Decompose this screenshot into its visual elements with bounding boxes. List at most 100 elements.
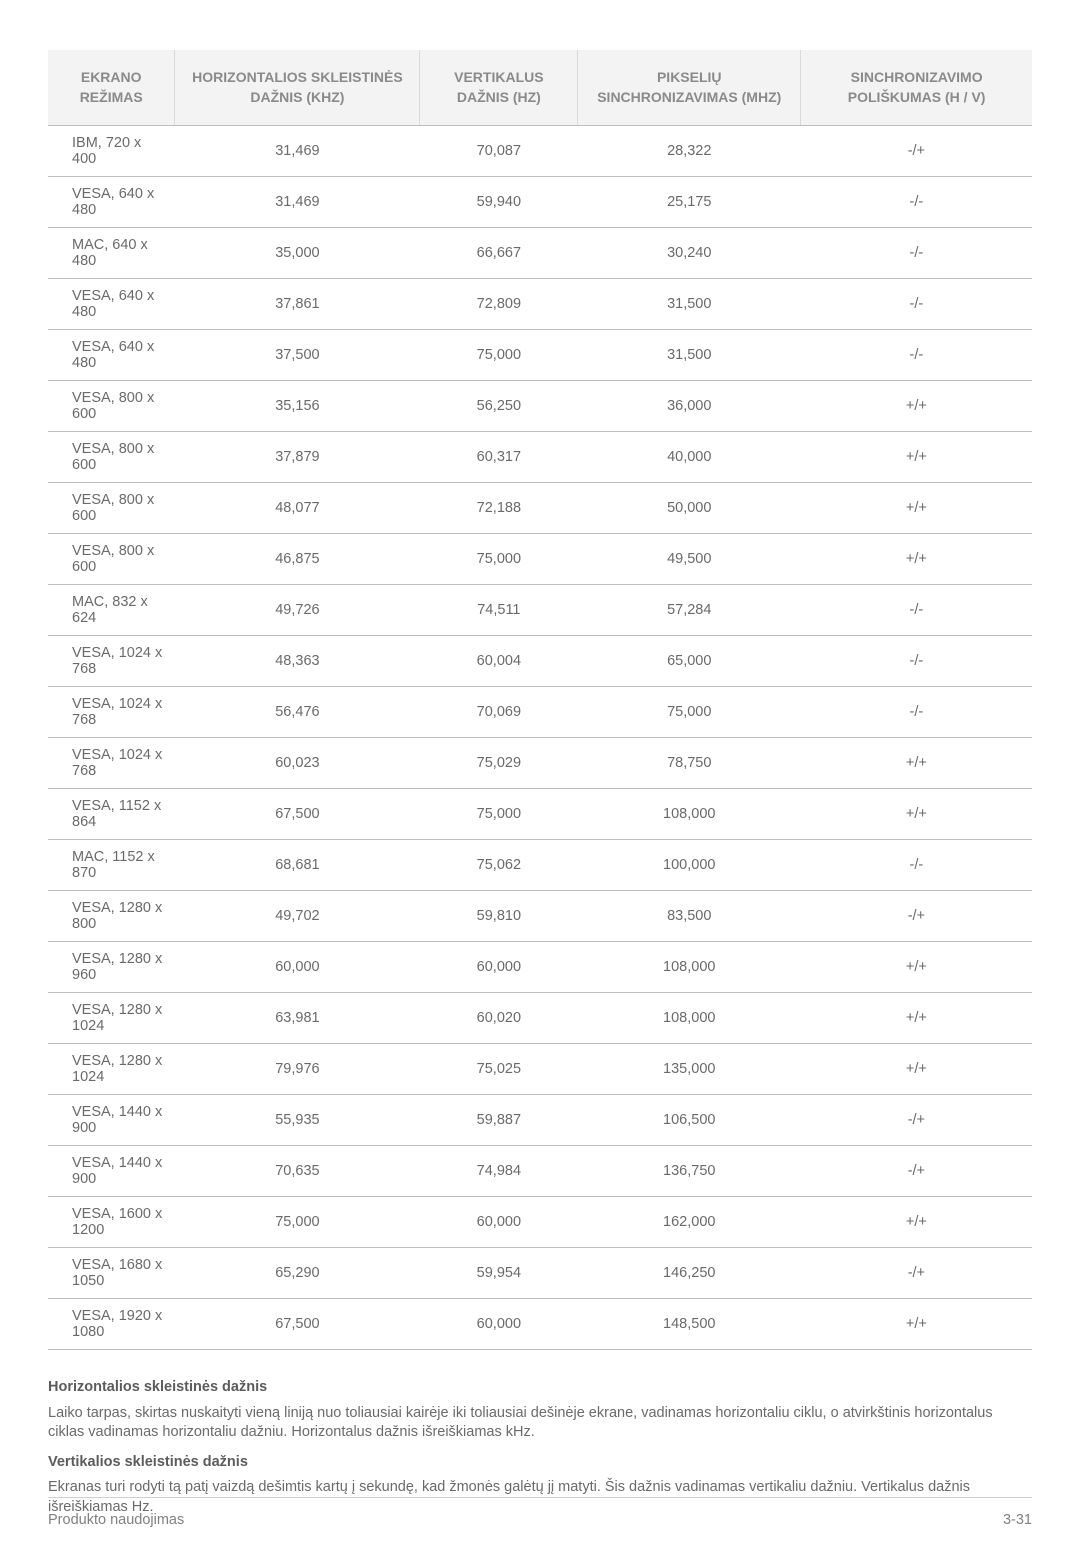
table-cell: 100,000 [578, 840, 801, 891]
table-cell: 65,290 [175, 1248, 420, 1299]
table-cell: VESA, 1280 x 800 [48, 891, 175, 942]
page-footer: Produkto naudojimas 3-31 [48, 1497, 1032, 1528]
table-cell: VESA, 800 x 600 [48, 381, 175, 432]
table-cell: 48,077 [175, 483, 420, 534]
table-cell: 60,020 [420, 993, 578, 1044]
table-cell: 57,284 [578, 585, 801, 636]
section-body: Laiko tarpas, skirtas nuskaityti vieną l… [48, 1404, 1032, 1443]
table-cell: 72,188 [420, 483, 578, 534]
table-row: VESA, 1024 x 76856,47670,06975,000-/- [48, 687, 1032, 738]
table-cell: 60,000 [420, 942, 578, 993]
table-cell: MAC, 640 x 480 [48, 228, 175, 279]
table-cell: 67,500 [175, 789, 420, 840]
table-cell: 75,029 [420, 738, 578, 789]
table-cell: 59,954 [420, 1248, 578, 1299]
table-cell: MAC, 832 x 624 [48, 585, 175, 636]
table-cell: VESA, 1280 x 1024 [48, 1044, 175, 1095]
table-cell: 31,500 [578, 279, 801, 330]
table-cell: 56,250 [420, 381, 578, 432]
table-row: VESA, 1440 x 90070,63574,984136,750-/+ [48, 1146, 1032, 1197]
table-cell: 66,667 [420, 228, 578, 279]
table-cell: 49,726 [175, 585, 420, 636]
table-cell: 108,000 [578, 789, 801, 840]
table-cell: VESA, 1440 x 900 [48, 1146, 175, 1197]
table-cell: -/+ [801, 1248, 1032, 1299]
table-row: VESA, 1152 x 86467,50075,000108,000+/+ [48, 789, 1032, 840]
table-cell: 83,500 [578, 891, 801, 942]
table-cell: +/+ [801, 942, 1032, 993]
table-cell: 31,469 [175, 177, 420, 228]
table-cell: 37,879 [175, 432, 420, 483]
table-cell: 75,000 [420, 789, 578, 840]
table-cell: -/- [801, 687, 1032, 738]
table-cell: 31,469 [175, 126, 420, 177]
table-cell: 70,087 [420, 126, 578, 177]
table-cell: VESA, 1600 x 1200 [48, 1197, 175, 1248]
table-cell: -/- [801, 840, 1032, 891]
table-row: VESA, 1280 x 102479,97675,025135,000+/+ [48, 1044, 1032, 1095]
table-cell: 37,500 [175, 330, 420, 381]
table-row: VESA, 640 x 48037,86172,80931,500-/- [48, 279, 1032, 330]
table-cell: 46,875 [175, 534, 420, 585]
table-cell: 70,069 [420, 687, 578, 738]
table-cell: 49,702 [175, 891, 420, 942]
table-row: VESA, 640 x 48031,46959,94025,175-/- [48, 177, 1032, 228]
table-cell: VESA, 1920 x 1080 [48, 1299, 175, 1350]
table-cell: 75,000 [420, 534, 578, 585]
table-cell: 75,025 [420, 1044, 578, 1095]
table-cell: 59,940 [420, 177, 578, 228]
table-cell: 75,000 [420, 330, 578, 381]
table-cell: -/- [801, 585, 1032, 636]
table-cell: 35,156 [175, 381, 420, 432]
table-row: VESA, 800 x 60046,87575,00049,500+/+ [48, 534, 1032, 585]
table-header-row: EKRANO REŽIMAS HORIZONTALIOS SKLEISTINĖS… [48, 50, 1032, 126]
table-cell: +/+ [801, 432, 1032, 483]
table-cell: +/+ [801, 381, 1032, 432]
table-cell: 56,476 [175, 687, 420, 738]
table-row: VESA, 1680 x 105065,29059,954146,250-/+ [48, 1248, 1032, 1299]
table-cell: VESA, 1024 x 768 [48, 687, 175, 738]
table-cell: 49,500 [578, 534, 801, 585]
table-cell: 79,976 [175, 1044, 420, 1095]
table-cell: 25,175 [578, 177, 801, 228]
table-cell: 65,000 [578, 636, 801, 687]
table-cell: 63,981 [175, 993, 420, 1044]
table-cell: 108,000 [578, 993, 801, 1044]
col-header-hfreq: HORIZONTALIOS SKLEISTINĖS DAŽNIS (KHZ) [175, 50, 420, 126]
table-row: VESA, 1440 x 90055,93559,887106,500-/+ [48, 1095, 1032, 1146]
table-cell: 28,322 [578, 126, 801, 177]
table-cell: 50,000 [578, 483, 801, 534]
table-cell: -/+ [801, 891, 1032, 942]
table-cell: 60,317 [420, 432, 578, 483]
col-header-vfreq: VERTIKALUS DAŽNIS (HZ) [420, 50, 578, 126]
table-cell: 40,000 [578, 432, 801, 483]
table-row: VESA, 800 x 60037,87960,31740,000+/+ [48, 432, 1032, 483]
table-cell: VESA, 1280 x 1024 [48, 993, 175, 1044]
table-cell: 135,000 [578, 1044, 801, 1095]
table-cell: -/- [801, 228, 1032, 279]
table-row: VESA, 1024 x 76860,02375,02978,750+/+ [48, 738, 1032, 789]
table-cell: +/+ [801, 483, 1032, 534]
table-cell: 60,000 [420, 1197, 578, 1248]
table-row: VESA, 1280 x 102463,98160,020108,000+/+ [48, 993, 1032, 1044]
table-cell: +/+ [801, 534, 1032, 585]
table-cell: 136,750 [578, 1146, 801, 1197]
table-row: VESA, 1280 x 96060,00060,000108,000+/+ [48, 942, 1032, 993]
table-cell: VESA, 1024 x 768 [48, 738, 175, 789]
table-cell: 37,861 [175, 279, 420, 330]
table-cell: VESA, 800 x 600 [48, 534, 175, 585]
table-cell: VESA, 800 x 600 [48, 483, 175, 534]
table-cell: 59,887 [420, 1095, 578, 1146]
table-cell: +/+ [801, 993, 1032, 1044]
table-cell: 60,000 [420, 1299, 578, 1350]
section-heading: Horizontalios skleistinės dažnis [48, 1378, 1032, 1398]
table-cell: 75,000 [578, 687, 801, 738]
table-cell: 75,000 [175, 1197, 420, 1248]
table-cell: 108,000 [578, 942, 801, 993]
table-cell: +/+ [801, 738, 1032, 789]
table-row: VESA, 1280 x 80049,70259,81083,500-/+ [48, 891, 1032, 942]
table-cell: 30,240 [578, 228, 801, 279]
table-cell: 162,000 [578, 1197, 801, 1248]
table-cell: -/+ [801, 126, 1032, 177]
table-row: VESA, 640 x 48037,50075,00031,500-/- [48, 330, 1032, 381]
